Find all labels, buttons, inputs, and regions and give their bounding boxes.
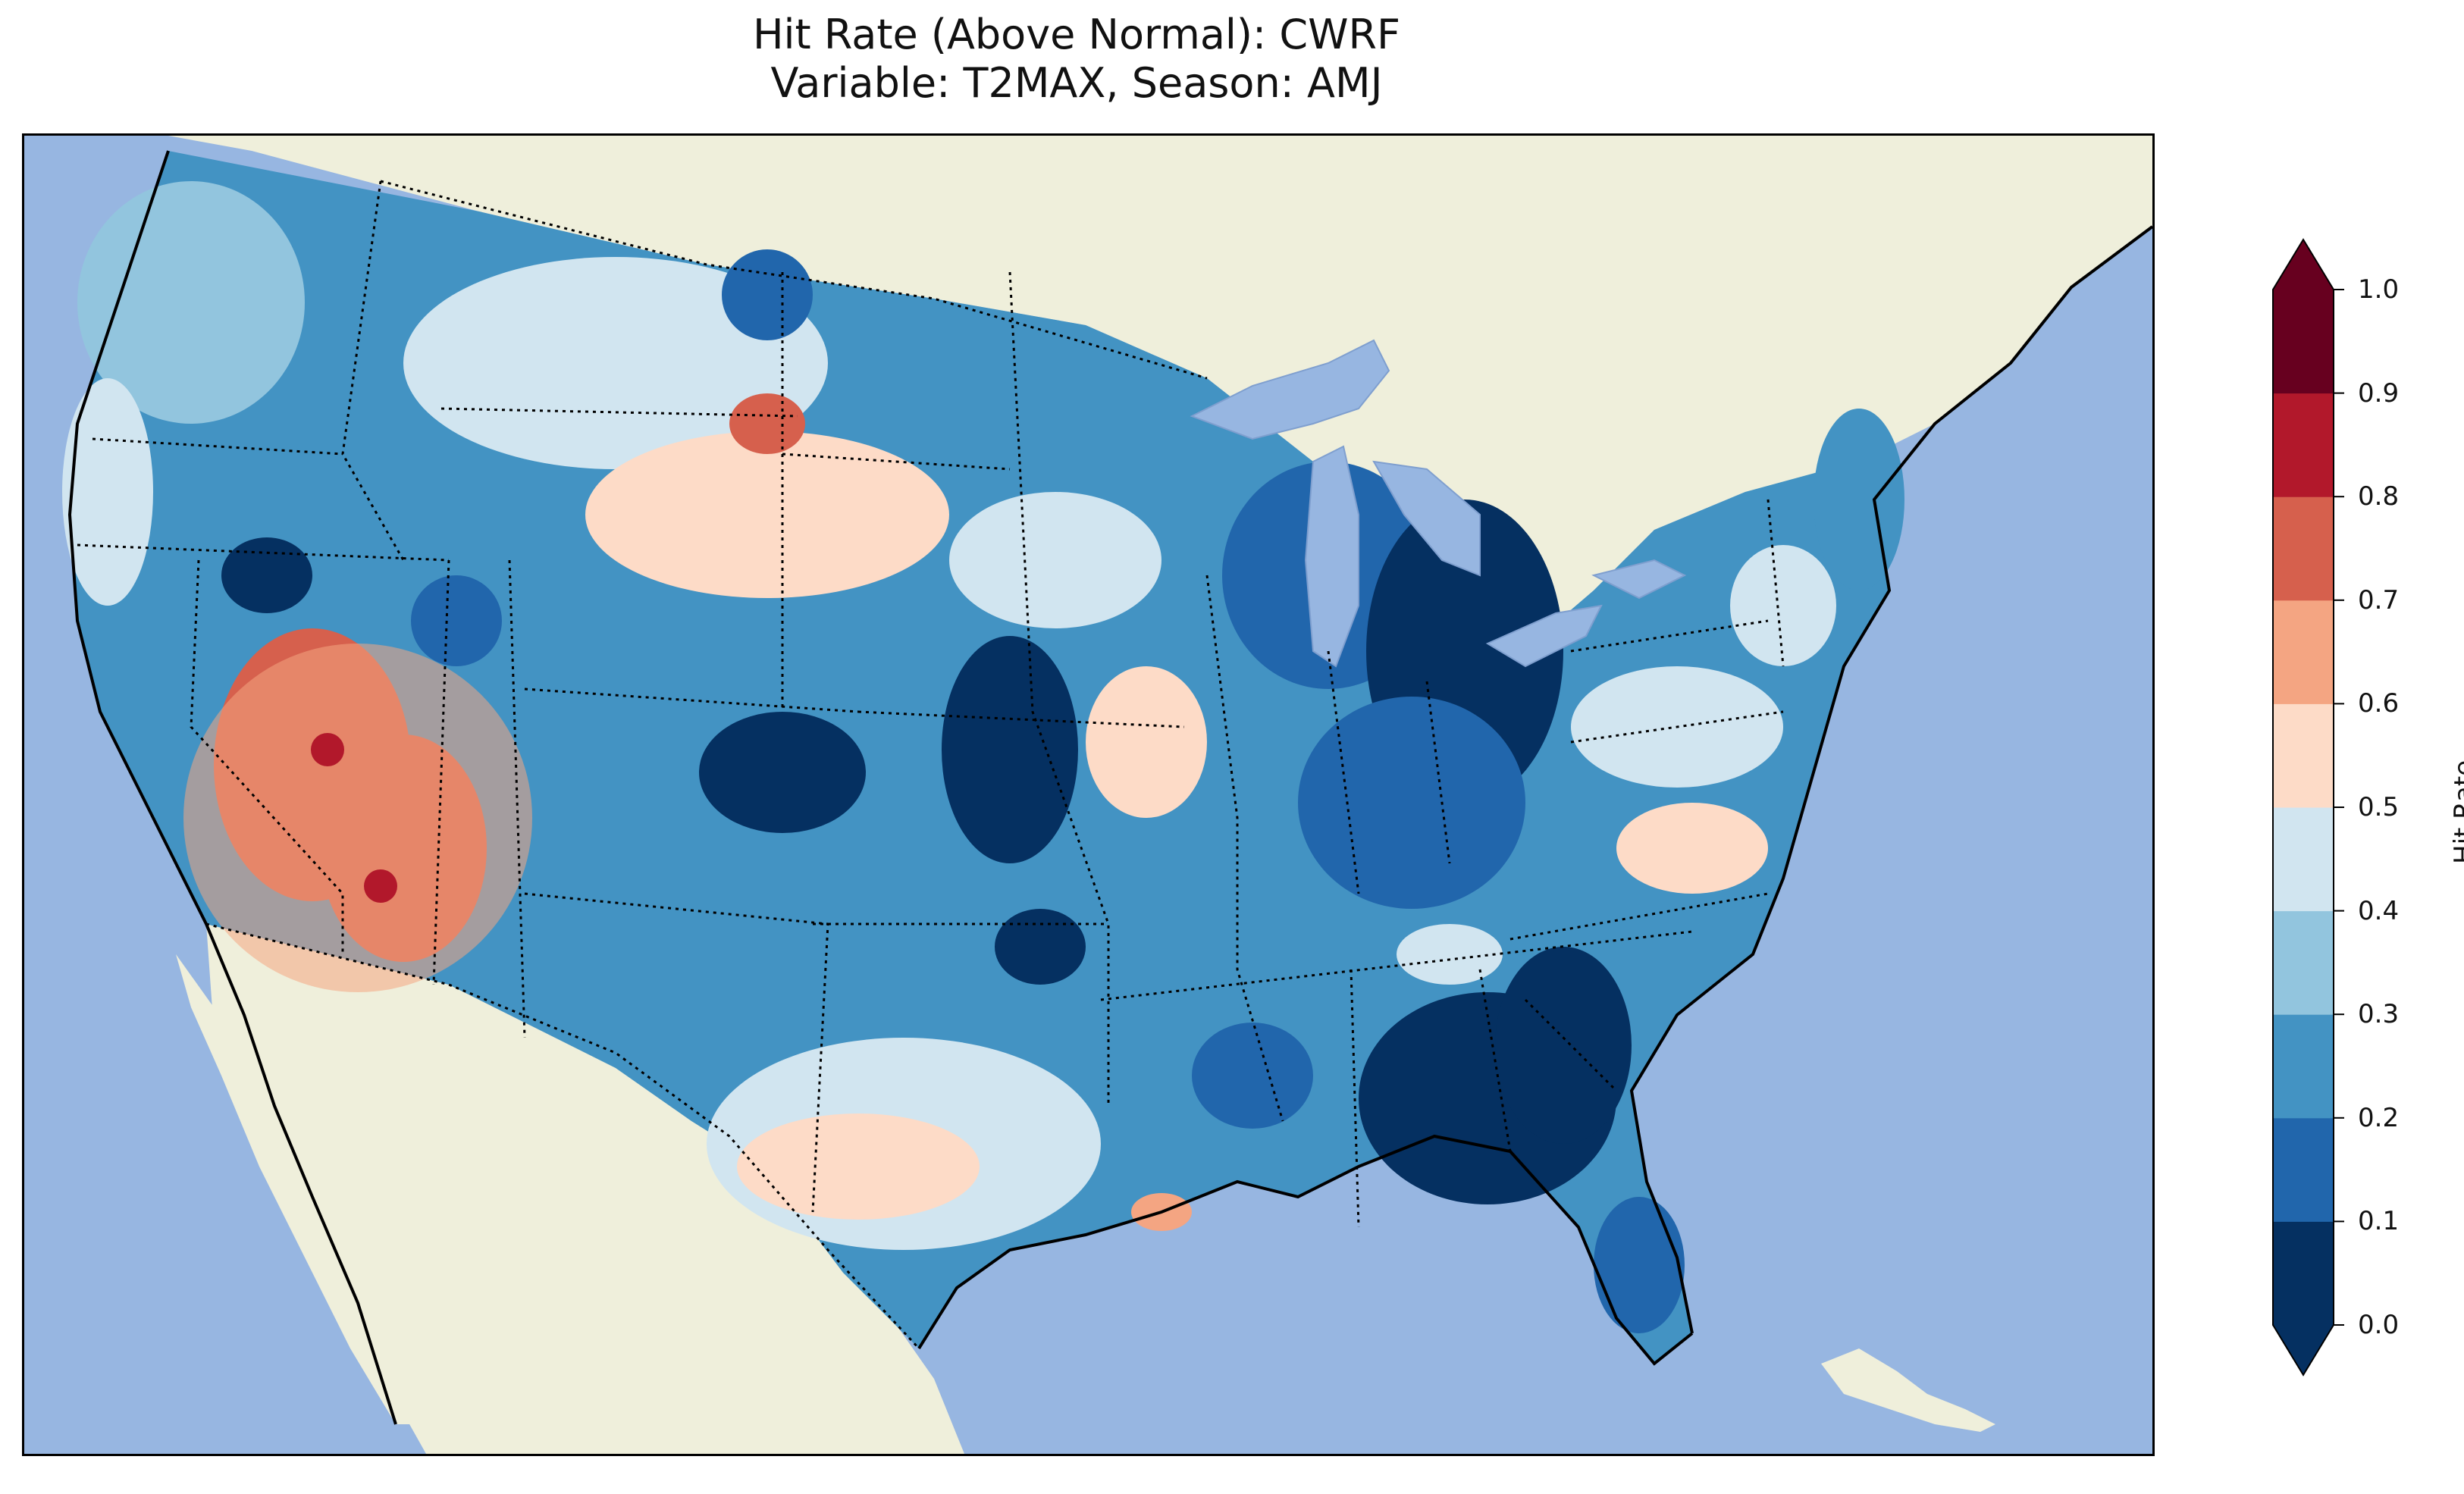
patch-pnw-light — [77, 181, 305, 424]
patch-kansas-dark — [942, 636, 1078, 863]
lake-ontario — [1591, 559, 1687, 600]
border-ga-sc — [1524, 998, 1618, 1092]
border-ny-pa — [1570, 619, 1769, 653]
patch-new-england — [1814, 409, 1904, 590]
patch-dakota-light — [949, 492, 1161, 628]
patch-arizona-peak — [364, 869, 397, 903]
colorbar-extend-max — [2273, 240, 2334, 290]
border-new-england — [1766, 499, 1785, 667]
patch-northern-rockies-light — [403, 257, 828, 469]
colorbar-tick-label: 0.7 — [2358, 584, 2400, 615]
patch-virginia-pink — [1616, 803, 1768, 894]
east-coastline — [1629, 225, 2152, 1334]
patch-oklahoma-dark — [995, 909, 1086, 985]
border-tn-ky — [1100, 930, 1693, 1001]
colorbar-segment — [2273, 910, 2334, 1015]
great-lakes — [1190, 339, 1687, 668]
border-co-ne — [524, 687, 859, 713]
border-nd-sd — [782, 453, 1011, 471]
chart-title: Hit Rate (Above Normal): CWRF Variable: … — [0, 11, 2153, 108]
title-line-1: Hit Rate (Above Normal): CWRF — [752, 11, 1401, 58]
colorbar-extend-min — [2273, 1325, 2334, 1375]
lake-huron — [1372, 460, 1481, 577]
map-panel — [22, 133, 2155, 1456]
colorbar-segment — [2273, 393, 2334, 497]
patch-texas-pink — [737, 1113, 980, 1220]
border-mid-atlantic — [1570, 710, 1784, 744]
mexico-land — [206, 924, 964, 1454]
patch-idaho-dark — [221, 537, 312, 613]
colorbar-segment — [2273, 703, 2334, 808]
colorbar-segment — [2273, 1221, 2334, 1326]
border-mississippi — [1205, 575, 1284, 1122]
lake-michigan — [1304, 445, 1359, 668]
colorbar-segment — [2273, 600, 2334, 704]
border-plains-east — [1008, 271, 1110, 1106]
colorbar-segment — [2273, 807, 2334, 912]
patch-wyoming-pink — [585, 431, 949, 598]
colorbar-tick-label: 0.4 — [2358, 895, 2400, 926]
border-ut-co — [432, 559, 450, 985]
colorbar-tick-label: 0.5 — [2358, 792, 2400, 822]
baja-peninsula — [176, 954, 419, 1424]
border-us-mexico — [205, 922, 920, 1350]
border-id — [341, 180, 405, 561]
colorbar-tick-label: 0.9 — [2358, 377, 2400, 409]
patch-tennessee-light — [1397, 924, 1503, 985]
patch-nw-coast — [62, 378, 153, 606]
patch-sw-salmon — [183, 644, 532, 992]
border-in-oh — [1425, 681, 1451, 864]
border-ne-ks — [857, 710, 1185, 728]
border-mt-wy — [440, 407, 798, 418]
colorbar-tick-label: 1.0 — [2358, 274, 2400, 305]
title-line-2: Variable: T2MAX, Season: AMJ — [770, 59, 1383, 107]
border-nv-ca — [190, 559, 344, 954]
colorbar-segment — [2273, 290, 2334, 394]
state-borders — [77, 180, 1785, 1350]
colorbar-tick-label: 0.0 — [2358, 1310, 2400, 1340]
colorbar-segment — [2273, 1014, 2334, 1119]
colorbar-tick-label: 0.3 — [2358, 999, 2400, 1030]
hit-rate-field — [62, 181, 1904, 1333]
lake-superior — [1190, 339, 1390, 440]
patch-wyoming-hot — [729, 393, 805, 454]
border-il-in — [1327, 650, 1360, 894]
canada-land — [168, 136, 2152, 666]
colorbar-label: Hit Rate — [2449, 760, 2464, 864]
lake-erie — [1485, 604, 1603, 668]
border-canada-us — [380, 180, 1208, 380]
colorbar — [2272, 238, 2344, 1377]
patch-nevada-peak — [311, 733, 344, 766]
patch-indiana-dark — [1298, 697, 1525, 909]
patch-montana-dark — [722, 249, 813, 340]
patch-louisiana-dark — [1192, 1023, 1313, 1129]
patch-northeast-light — [1730, 545, 1836, 666]
patch-florida-dark — [1594, 1197, 1685, 1333]
colorbar-segment — [2273, 1117, 2334, 1222]
colorbar-tick-label: 0.6 — [2358, 688, 2400, 719]
patch-colorado-dark — [699, 712, 866, 833]
colorbar-tick-label: 0.1 — [2358, 1206, 2400, 1237]
patch-nebraska-light — [1086, 666, 1207, 818]
gulf-coastline — [917, 1134, 1694, 1366]
patch-utah-dark — [411, 575, 502, 666]
cuba-island — [1821, 1348, 1995, 1432]
border-va-nc — [1509, 892, 1769, 941]
border-or-ca-nv — [77, 543, 450, 562]
colorbar-svg — [2272, 238, 2344, 1377]
west-coastline — [67, 150, 397, 1425]
coastlines — [67, 150, 2152, 1425]
colorbar-tick-label: 0.2 — [2358, 1102, 2400, 1133]
colorbar-tick-label: 0.8 — [2358, 481, 2400, 512]
map-canvas — [62, 136, 2152, 1454]
colorbar-segment — [2273, 496, 2334, 601]
patch-georgia-dark — [1495, 947, 1632, 1144]
border-southeast — [1350, 969, 1360, 1228]
border-al-ga — [1478, 969, 1512, 1152]
